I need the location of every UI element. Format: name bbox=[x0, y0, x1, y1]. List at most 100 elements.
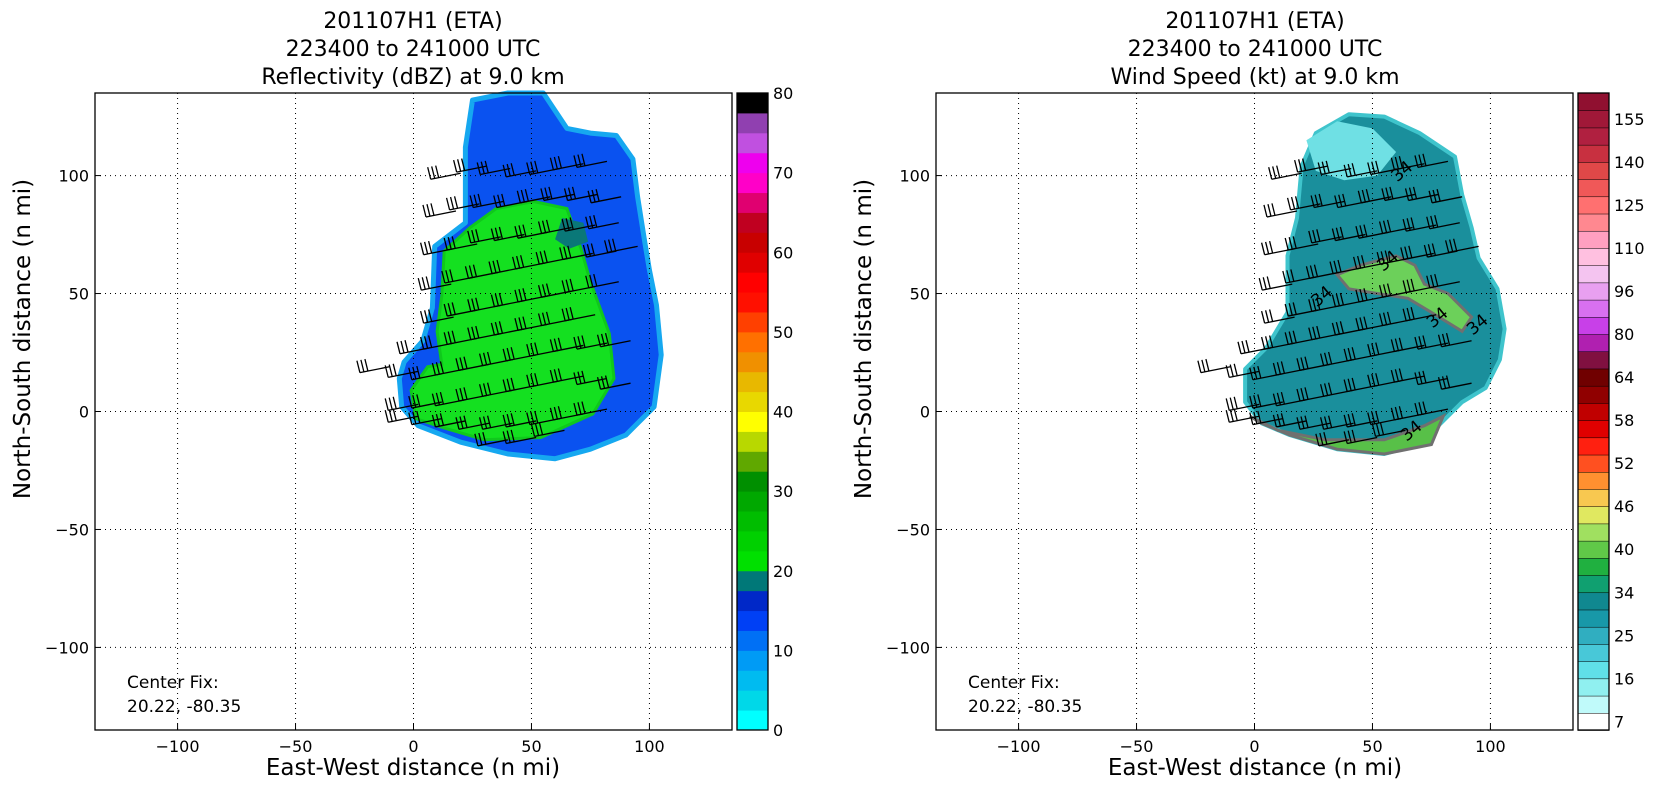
wind-barb bbox=[1414, 153, 1449, 169]
wind-barb-flag bbox=[1229, 409, 1234, 422]
wind-barb-flag bbox=[416, 365, 421, 379]
wind-barb-flag bbox=[1292, 236, 1297, 249]
wind-barb-flag bbox=[1294, 196, 1300, 209]
wind-barb-flag bbox=[1360, 255, 1366, 268]
wind-barb-flag bbox=[475, 325, 480, 339]
wind-barb-flag bbox=[1276, 413, 1282, 427]
wind-barb-flag bbox=[492, 260, 497, 273]
wind-barb-flag bbox=[502, 431, 507, 444]
wind-barb bbox=[443, 236, 478, 251]
wind-barb-flag bbox=[459, 388, 464, 401]
colorbar-segment bbox=[737, 172, 768, 194]
wind-barb-shaft bbox=[1394, 344, 1425, 353]
wind-barb-flag bbox=[591, 189, 596, 203]
wind-barb-shaft bbox=[576, 342, 608, 350]
wind-barb bbox=[467, 229, 501, 244]
wind-barb bbox=[384, 363, 419, 379]
wind-barb bbox=[1390, 337, 1425, 353]
wind-barb-flag bbox=[1386, 219, 1392, 233]
wind-barb-flag bbox=[561, 308, 566, 321]
wind-barb-flag bbox=[425, 276, 430, 289]
wind-barb-flag bbox=[577, 402, 582, 415]
y-tick-label: 100 bbox=[899, 167, 930, 186]
wind-barb-flag bbox=[486, 382, 492, 395]
wind-barb-flag bbox=[1365, 189, 1370, 202]
wind-barb-flag bbox=[511, 256, 517, 270]
colorbar-segment bbox=[1577, 109, 1610, 129]
wind-barb-flag bbox=[1225, 410, 1230, 423]
wind-barb-flag bbox=[468, 265, 474, 278]
wind-barb-shaft bbox=[586, 250, 617, 258]
x-tick-label: 0 bbox=[1249, 737, 1259, 756]
wind-barb-shaft bbox=[1406, 314, 1437, 322]
wind-barb-flag bbox=[1376, 251, 1381, 265]
wind-barb-flag bbox=[581, 401, 586, 414]
wind-barb-shaft bbox=[1314, 200, 1345, 209]
wind-barb-flag bbox=[1249, 395, 1254, 409]
wind-barb-flag bbox=[1347, 378, 1352, 391]
wind-barb-flag bbox=[561, 218, 566, 232]
x-tick-label: −100 bbox=[156, 737, 200, 756]
wind-barb-flag bbox=[435, 413, 441, 427]
wind-barb-shaft bbox=[1347, 420, 1378, 428]
wind-barb-flag bbox=[421, 277, 426, 290]
wind-barb-shaft bbox=[1252, 417, 1283, 426]
wind-barb-flag bbox=[1276, 392, 1282, 406]
wind-barb-flag bbox=[449, 196, 455, 210]
colorbar-segment bbox=[1577, 488, 1610, 507]
wind-barb-flag bbox=[431, 166, 436, 179]
colorbar-tick-label: 64 bbox=[1614, 368, 1634, 387]
wind-barb-flag bbox=[1386, 311, 1392, 325]
wind-barb bbox=[587, 189, 622, 204]
wind-barb-flag bbox=[1319, 353, 1325, 366]
wind-barb bbox=[1343, 413, 1378, 428]
wind-barb bbox=[1263, 203, 1298, 218]
wind-barb-flag bbox=[520, 189, 525, 203]
wind-barb-shaft bbox=[590, 196, 622, 204]
wind-barb-flag bbox=[1423, 244, 1429, 258]
colorbar-tick-label: 80 bbox=[773, 84, 793, 103]
wind-barb-flag bbox=[388, 364, 393, 377]
wind-barb-flag bbox=[1257, 394, 1262, 407]
wind-barb-shaft bbox=[567, 193, 598, 202]
wind-barb-flag bbox=[559, 247, 564, 260]
wind-barb-shaft bbox=[1382, 226, 1413, 235]
wind-barb-shaft bbox=[477, 439, 508, 447]
wind-barb bbox=[431, 413, 466, 428]
wind-barb-shaft bbox=[458, 422, 490, 430]
wind-barb-flag bbox=[445, 197, 451, 211]
wind-barb-flag bbox=[1422, 370, 1427, 384]
panel-subtitle: 223400 to 241000 UTC bbox=[286, 37, 541, 62]
wind-barb-flag bbox=[1296, 417, 1301, 430]
colorbar-segment bbox=[1577, 316, 1610, 335]
wind-barb-flag bbox=[1304, 415, 1309, 428]
wind-barb-flag bbox=[1327, 415, 1333, 428]
wind-barb-flag bbox=[478, 417, 484, 430]
colorbar-tick-label: 0 bbox=[773, 721, 783, 740]
wind-barb-flag bbox=[543, 250, 548, 263]
wind-barb-flag bbox=[426, 204, 431, 217]
colorbar-segment bbox=[1577, 471, 1610, 490]
wind-barb-flag bbox=[1410, 217, 1415, 230]
y-tick-label: −100 bbox=[45, 638, 89, 657]
wind-barb-flag bbox=[573, 155, 578, 168]
wind-barb bbox=[1272, 413, 1307, 428]
wind-barb bbox=[1414, 401, 1449, 416]
center-fix-value: 20.22, -80.35 bbox=[127, 697, 241, 717]
wind-barb-flag bbox=[1335, 321, 1341, 335]
center-fix-label: Center Fix: bbox=[968, 673, 1060, 693]
x-tick-label: 50 bbox=[521, 737, 541, 756]
colorbar-segment bbox=[737, 272, 768, 293]
colorbar-tick-label: 40 bbox=[1614, 540, 1634, 559]
wind-barb-flag bbox=[1343, 414, 1348, 428]
wind-barb bbox=[1402, 307, 1437, 322]
wind-barb-flag bbox=[1268, 167, 1273, 180]
wind-barb-shaft bbox=[1264, 316, 1295, 324]
wind-barb-flag bbox=[1382, 220, 1388, 233]
wind-barb-flag bbox=[582, 244, 588, 258]
wind-barb-flag bbox=[1363, 224, 1368, 237]
wind-barb-flag bbox=[484, 160, 489, 174]
wind-barb-flag bbox=[541, 312, 547, 325]
colorbar-segment bbox=[737, 311, 768, 333]
wind-barb-flag bbox=[1381, 188, 1386, 201]
